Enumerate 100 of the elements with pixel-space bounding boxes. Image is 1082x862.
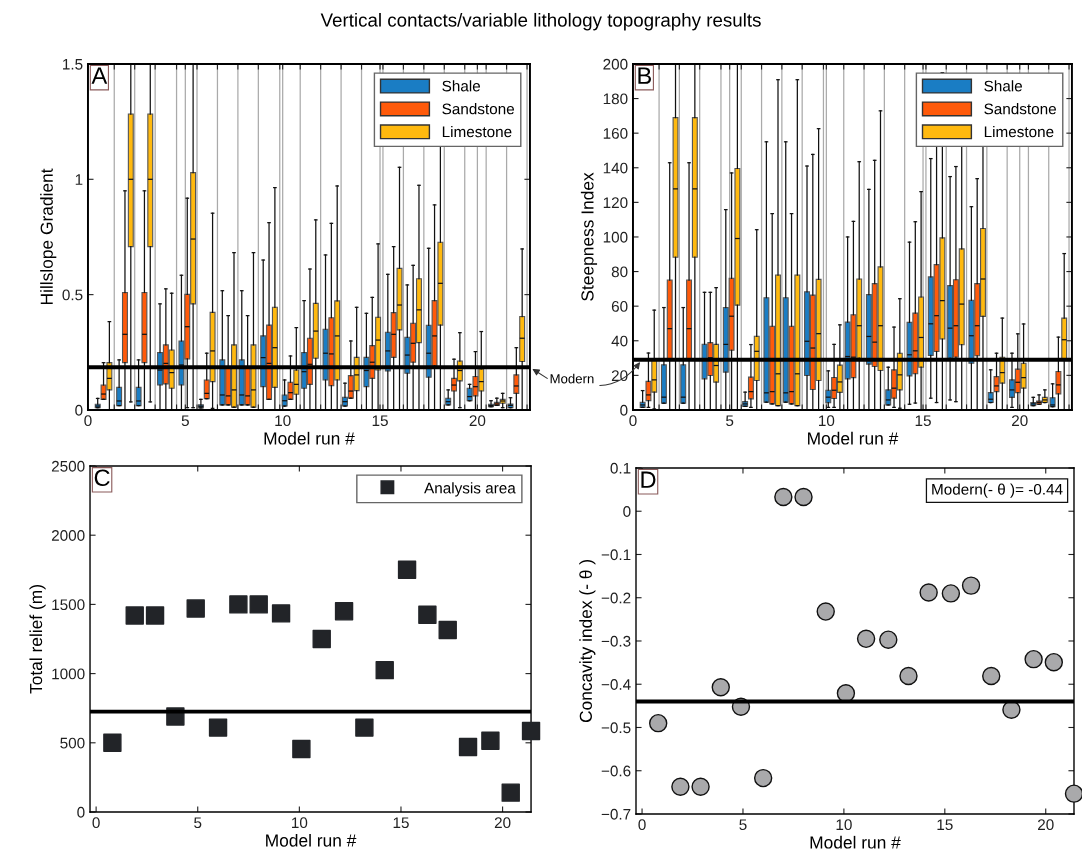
x-tick-label: 0 [638,819,646,831]
y-tick-label: 1500 [52,599,85,611]
y-tick-label: 40 [611,335,628,347]
point [711,678,730,697]
y-tick-label: 20 [611,370,628,382]
x-tick-label: 5 [739,819,747,831]
y-axis-title: Total relief (m) [29,585,46,694]
x-axis-title: Model run # [264,431,355,445]
y-tick-label: 1000 [52,668,85,680]
x-tick-label: 15 [915,415,931,427]
y-tick-label: 2500 [51,460,85,472]
point [774,487,793,507]
point [521,721,541,741]
legend-label: Sandstone [984,103,1056,115]
x-axis-title: Model run # [266,833,357,847]
x-tick-label: 15 [937,819,953,831]
y-tick-label: −0.4 [601,679,631,690]
y-tick-label: −0.2 [601,592,631,604]
x-axis-title: Model run # [810,835,901,849]
point [397,560,417,579]
y-tick-label: 0.5 [62,289,83,301]
x-tick-label: 10 [819,415,835,427]
point [836,684,856,703]
x-tick-label: 5 [726,415,734,427]
y-tick-label: 0 [77,806,85,818]
point [753,768,773,788]
x-axis-title: Model run # [808,431,899,445]
annotation: A [91,67,108,84]
y-tick-label: 180 [603,93,628,105]
x-tick-label: 20 [1038,819,1054,831]
y-tick-label: 0.1 [610,462,631,474]
ref-line-label: Modern [550,373,594,384]
x-tick-label: 10 [292,817,308,829]
annotation: B [638,67,651,84]
chart-title: Vertical contacts/variable lithology topography results [320,12,761,31]
x-tick-label: 20 [1012,415,1028,427]
point [334,602,354,621]
y-tick-label: 500 [60,737,85,749]
y-tick-label: 120 [603,197,628,209]
point [691,777,710,796]
point [145,606,165,625]
point [961,576,981,595]
y-axis-title: Hillslope Gradient [40,168,57,305]
y-tick-label: −0.1 [601,549,631,561]
point [229,595,248,614]
x-tick-label: 20 [469,415,486,427]
point [899,666,918,686]
x-tick-label: 5 [194,817,202,829]
legend-label: Sandstone [442,103,515,115]
point [919,583,938,602]
point [671,777,690,796]
point [1024,649,1043,669]
point [292,739,311,759]
point [879,630,898,649]
y-tick-label: −0.7 [601,808,631,820]
annotation: C [94,469,110,487]
y-tick-label: 1 [75,174,83,185]
y-tick-label: 200 [603,58,628,70]
point [312,629,331,649]
point [1044,652,1064,672]
y-tick-label: 1.5 [63,58,83,70]
point [249,595,268,614]
x-tick-label: 20 [494,817,511,829]
point [941,584,961,603]
y-tick-label: 2000 [51,530,85,541]
annotation: Modern(- θ )= -0.44 [932,483,1063,498]
point [982,666,1001,686]
x-tick-label: 10 [836,819,852,831]
y-tick-label: −0.6 [601,765,631,777]
point [649,713,668,733]
y-axis-title: Concavity index (- θ ) [579,560,596,723]
x-tick-label: 10 [275,415,291,427]
point [856,629,876,649]
point [438,620,457,640]
legend-label: Shale [984,80,1023,92]
y-tick-label: 100 [603,231,628,243]
point [271,604,291,623]
x-tick-label: 15 [372,415,388,427]
point [816,602,835,621]
point [501,783,520,802]
y-axis-title: Steepness Index [580,172,598,301]
y-tick-label: 0 [623,506,631,517]
point [794,487,813,507]
y-tick-label: 0 [75,404,83,416]
point [355,718,374,737]
point [418,605,437,624]
point [125,606,144,625]
x-tick-label: 0 [92,817,100,829]
x-tick-label: 15 [393,817,409,829]
point [375,660,394,680]
point [1064,784,1082,803]
y-tick-label: 140 [603,162,628,174]
legend-label: Shale [442,80,481,92]
y-tick-label: 160 [603,128,628,139]
y-tick-label: 80 [611,266,628,278]
point [208,718,228,737]
legend-label: Analysis area [424,482,516,497]
y-tick-label: −0.3 [601,635,631,647]
point [103,733,122,753]
annotation: D [641,471,656,488]
